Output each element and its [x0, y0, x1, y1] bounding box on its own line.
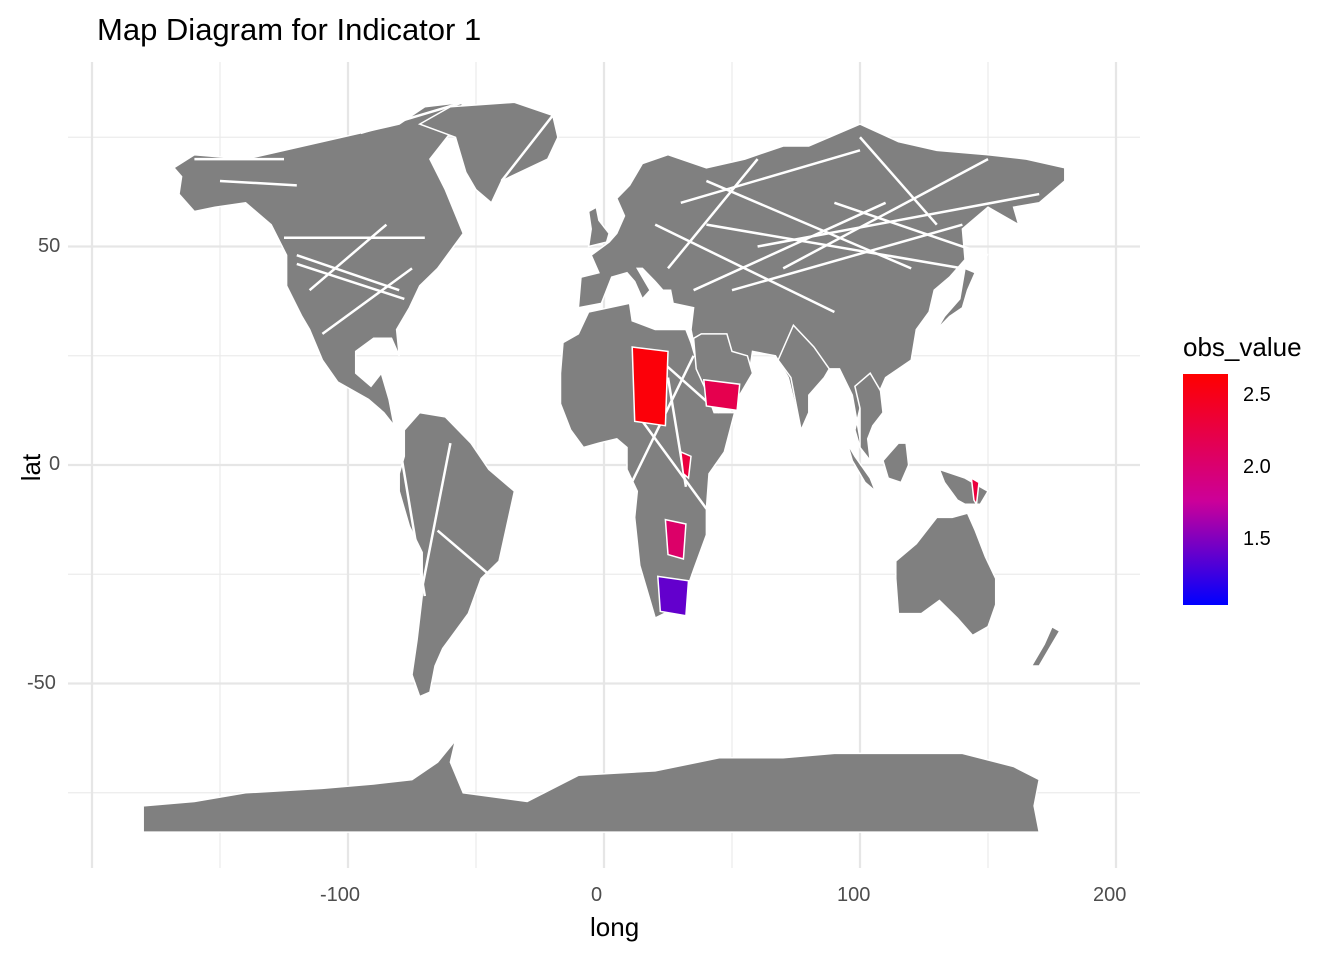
data-region — [970, 476, 980, 507]
x-tick-label: 200 — [1093, 884, 1127, 906]
australia-landmass — [895, 512, 997, 637]
data-region — [679, 450, 692, 480]
border-line — [296, 262, 405, 301]
border-line — [360, 101, 464, 135]
y-tick-label: 0 — [49, 453, 61, 475]
legend-tick-label: 1.5 — [1243, 528, 1271, 551]
legend-tick-label: 2.5 — [1243, 383, 1271, 406]
new-guinea-landmass — [938, 468, 990, 506]
border-line — [833, 201, 989, 257]
legend-title: obs_value — [1183, 332, 1302, 362]
border-line — [321, 267, 413, 335]
y-tick-label: -50 — [27, 671, 56, 694]
x-axis-label: long — [590, 912, 640, 942]
border-line — [705, 179, 912, 270]
data-region — [664, 518, 687, 560]
x-tick-label: -100 — [320, 884, 361, 906]
legend-tick-label: 2.0 — [1243, 455, 1271, 478]
border-line — [500, 114, 554, 182]
border-line — [693, 201, 887, 292]
japan-landmass — [936, 267, 977, 331]
south-america-landmass — [398, 411, 516, 698]
border-line — [667, 158, 759, 270]
africa-landmass — [559, 302, 736, 620]
antarctica-landmass — [142, 739, 1041, 833]
x-tick-label: 100 — [837, 884, 871, 906]
data-region — [702, 378, 741, 412]
border-line — [757, 192, 1040, 248]
legend-colorbar — [1183, 374, 1228, 605]
border-line — [782, 157, 989, 270]
border-line — [859, 136, 938, 226]
data-region — [656, 575, 690, 617]
border-line — [296, 254, 400, 292]
uk-landmass — [587, 206, 610, 248]
sumatra-landmass — [846, 442, 877, 492]
land-layer — [142, 101, 1066, 833]
y-tick-label: 50 — [38, 234, 61, 257]
greenland-landmass — [417, 101, 559, 205]
x-tick-label: 0 — [591, 884, 603, 906]
border-line — [654, 223, 835, 314]
new-zealand-landmass — [1030, 625, 1061, 667]
border-line — [436, 529, 490, 576]
border-line — [308, 223, 388, 292]
data-regions — [631, 346, 980, 617]
border-line — [706, 223, 963, 270]
chart-title: Map Diagram for Indicator 1 — [97, 12, 482, 47]
border-line — [397, 442, 427, 597]
border-line — [410, 442, 452, 641]
border-line — [219, 179, 297, 187]
data-region — [631, 346, 669, 427]
border-line — [680, 149, 861, 204]
north-america-landmass — [172, 101, 465, 431]
se-asia-landmass — [854, 372, 884, 464]
border-line — [641, 420, 708, 510]
borneo-landmass — [882, 442, 910, 484]
border-line — [731, 223, 963, 292]
y-axis-label: lat — [16, 453, 47, 482]
india-landmass — [777, 323, 831, 433]
